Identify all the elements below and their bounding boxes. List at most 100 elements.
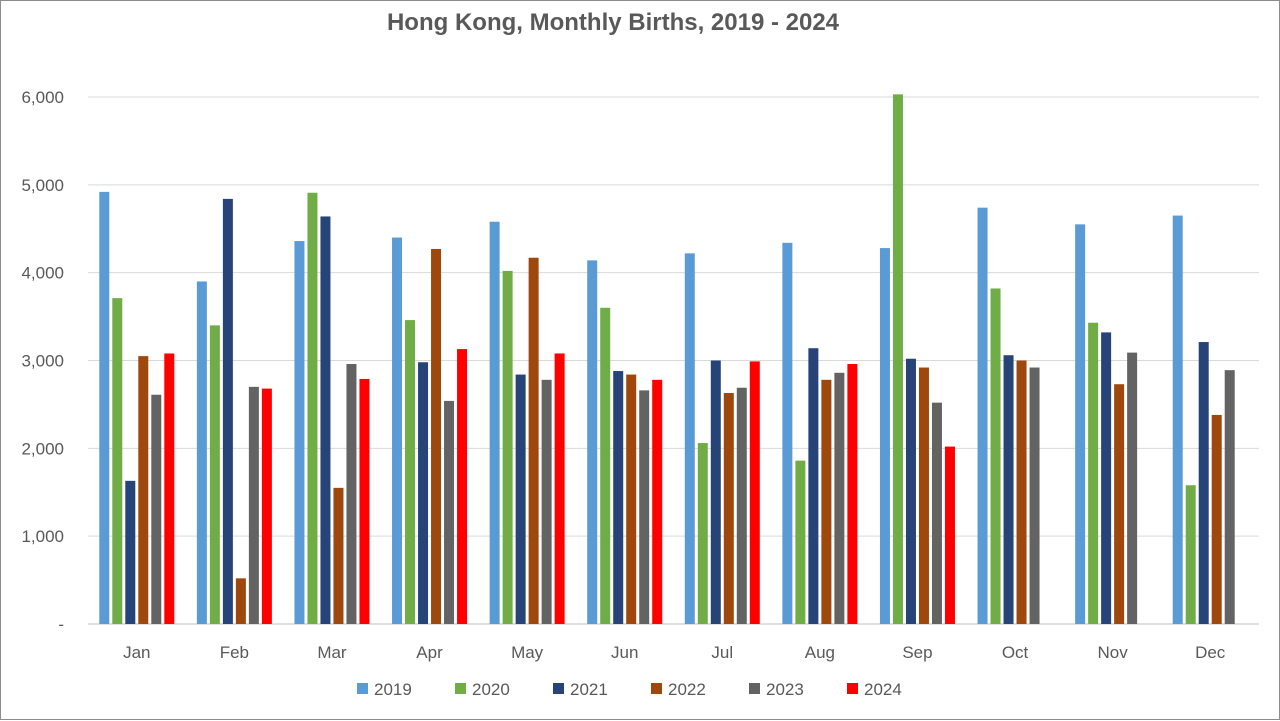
- x-tick-label: Jul: [711, 643, 733, 662]
- bar-feb-2021: [222, 198, 233, 625]
- bar-sep-2023: [931, 402, 942, 624]
- bar-feb-2022: [235, 578, 246, 624]
- bar-may-2024: [554, 353, 565, 624]
- bars: [99, 94, 1235, 625]
- bar-aug-2021: [808, 348, 819, 624]
- bar-apr-2024: [457, 349, 468, 624]
- legend-swatch-2024: [847, 683, 858, 694]
- bar-oct-2021: [1003, 355, 1014, 624]
- bar-jun-2020: [600, 307, 611, 624]
- x-tick-label: Aug: [805, 643, 835, 662]
- bar-jan-2020: [112, 298, 123, 624]
- x-tick-label: Jan: [123, 643, 150, 662]
- bar-feb-2023: [248, 386, 259, 624]
- bar-jul-2021: [710, 360, 721, 624]
- bar-jul-2019: [684, 253, 695, 625]
- x-tick-label: Feb: [220, 643, 249, 662]
- bar-sep-2022: [918, 367, 929, 624]
- bar-sep-2020: [892, 94, 903, 625]
- bar-apr-2023: [444, 400, 455, 624]
- bar-dec-2020: [1185, 485, 1196, 624]
- bar-aug-2022: [821, 379, 832, 624]
- bar-apr-2021: [418, 362, 429, 624]
- x-tick-label: Apr: [416, 643, 443, 662]
- bar-dec-2021: [1198, 342, 1209, 624]
- bar-feb-2020: [209, 325, 220, 624]
- bar-mar-2020: [307, 192, 318, 624]
- bar-mar-2023: [346, 364, 357, 624]
- bar-jan-2021: [125, 480, 136, 624]
- bar-nov-2020: [1088, 322, 1099, 624]
- legend-label-2020: 2020: [472, 680, 510, 699]
- y-tick-label: -: [58, 615, 64, 634]
- bar-aug-2024: [847, 364, 858, 624]
- bar-jun-2024: [652, 379, 663, 624]
- bar-jun-2023: [639, 390, 650, 624]
- legend: 2019 2020 2021 2022 2023 2024: [357, 680, 902, 699]
- bar-oct-2020: [990, 288, 1001, 624]
- gridlines: [88, 96, 1259, 625]
- chart-title: Hong Kong, Monthly Births, 2019 - 2024: [387, 9, 840, 36]
- bar-jun-2021: [613, 371, 624, 624]
- bar-feb-2024: [261, 388, 272, 624]
- bar-sep-2024: [944, 446, 955, 624]
- y-tick-label: 4,000: [21, 264, 64, 283]
- bar-jun-2019: [587, 260, 598, 624]
- bar-jan-2022: [138, 356, 149, 624]
- legend-label-2023: 2023: [766, 680, 804, 699]
- bar-oct-2022: [1016, 360, 1027, 624]
- bar-oct-2023: [1029, 367, 1040, 624]
- legend-swatch-2020: [455, 683, 466, 694]
- x-tick-label: Dec: [1195, 643, 1226, 662]
- legend-label-2024: 2024: [864, 680, 902, 699]
- x-tick-label: May: [511, 643, 544, 662]
- x-axis: Jan Feb Mar Apr May Jun Jul Aug Sep Oct Nov Dec: [123, 643, 1226, 662]
- x-tick-label: Jun: [611, 643, 638, 662]
- bar-aug-2020: [795, 460, 806, 624]
- bar-mar-2021: [320, 216, 331, 624]
- bar-dec-2022: [1211, 414, 1222, 624]
- bar-apr-2019: [392, 237, 403, 625]
- bar-apr-2022: [431, 248, 442, 624]
- bar-may-2023: [541, 379, 552, 624]
- bar-nov-2022: [1114, 384, 1125, 624]
- y-tick-label: 2,000: [21, 439, 64, 458]
- bar-aug-2023: [834, 372, 845, 624]
- bar-sep-2019: [879, 248, 890, 624]
- legend-swatch-2019: [357, 683, 368, 694]
- bar-jul-2023: [736, 387, 747, 624]
- y-tick-label: 3,000: [21, 352, 64, 371]
- legend-swatch-2022: [651, 683, 662, 694]
- y-tick-label: 6,000: [21, 88, 64, 107]
- bar-may-2019: [489, 221, 500, 624]
- bar-dec-2019: [1172, 215, 1183, 624]
- bar-jul-2024: [749, 361, 760, 624]
- bar-nov-2019: [1075, 224, 1086, 624]
- bar-sep-2021: [905, 358, 916, 624]
- bar-jun-2022: [626, 374, 637, 624]
- x-tick-label: Mar: [317, 643, 347, 662]
- bar-jan-2024: [164, 353, 175, 624]
- bar-jul-2022: [723, 392, 734, 624]
- bar-apr-2020: [405, 320, 416, 624]
- legend-label-2022: 2022: [668, 680, 706, 699]
- bar-nov-2021: [1101, 332, 1112, 624]
- bar-aug-2019: [782, 242, 793, 624]
- bar-nov-2023: [1127, 352, 1138, 624]
- bar-may-2022: [528, 257, 539, 624]
- bar-mar-2022: [333, 487, 344, 624]
- legend-swatch-2021: [553, 683, 564, 694]
- legend-label-2021: 2021: [570, 680, 608, 699]
- x-tick-label: Oct: [1002, 643, 1029, 662]
- bar-dec-2023: [1224, 370, 1235, 624]
- bar-may-2021: [515, 374, 526, 624]
- y-tick-label: 5,000: [21, 176, 64, 195]
- bar-jul-2020: [697, 443, 708, 624]
- bar-jan-2023: [151, 394, 162, 624]
- y-tick-label: 1,000: [21, 527, 64, 546]
- bar-jan-2019: [99, 191, 110, 625]
- bar-oct-2019: [977, 207, 988, 625]
- bar-may-2020: [502, 270, 513, 624]
